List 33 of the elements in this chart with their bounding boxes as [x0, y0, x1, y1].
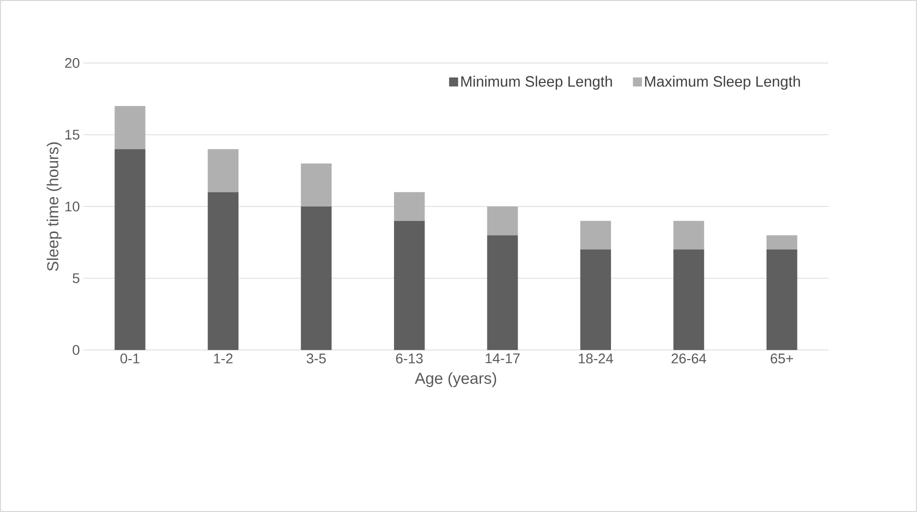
y-tick-label: 0: [72, 345, 80, 355]
bar: [208, 149, 238, 192]
y-tick-label: 10: [65, 202, 80, 212]
x-tick-label: 14-17: [486, 354, 520, 364]
bar: [300, 206, 332, 350]
x-tick-label: 6-13: [396, 354, 423, 364]
legend-label: Maximum Sleep Length: [645, 76, 800, 90]
y-tick-label: 15: [65, 130, 80, 140]
x-axis-title: Age (years): [414, 372, 496, 388]
bar: [580, 250, 611, 350]
x-tick-label: 0-1: [120, 354, 140, 364]
bar: [394, 220, 425, 350]
bar: [487, 235, 518, 350]
y-tick-label: 20: [65, 58, 80, 68]
bar: [673, 220, 704, 250]
x-tick-label: 18-24: [578, 354, 614, 364]
bar: [300, 163, 332, 206]
bar: [114, 106, 146, 150]
x-tick-label: 1-2: [214, 354, 233, 364]
bar: [580, 220, 611, 250]
legend-label: Minimum Sleep Length: [461, 76, 612, 90]
bar: [208, 192, 238, 350]
bar: [766, 235, 798, 250]
x-tick-label: 3-5: [306, 354, 326, 364]
y-tick-label: 5: [72, 273, 80, 284]
x-tick-label: 65+: [770, 354, 794, 364]
bar: [114, 149, 146, 350]
bar: [766, 250, 798, 350]
x-tick-label: 26-64: [672, 354, 706, 364]
bar: [394, 192, 425, 221]
bar: [673, 250, 704, 350]
bar: [487, 206, 518, 236]
y-axis-title: Sleep time (hours): [46, 142, 62, 271]
